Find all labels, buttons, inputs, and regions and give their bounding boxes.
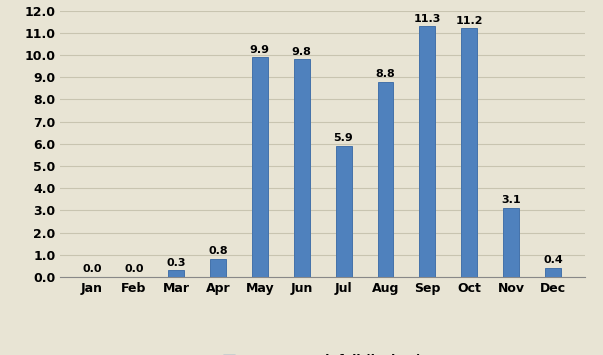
Bar (168, 270, 184, 277)
Text: 11.2: 11.2 (455, 16, 483, 26)
Text: 0.3: 0.3 (166, 258, 186, 268)
Text: 9.8: 9.8 (292, 47, 312, 57)
Bar (504, 208, 519, 277)
Bar (420, 26, 435, 277)
Text: 0.0: 0.0 (83, 264, 102, 274)
Text: 0.4: 0.4 (543, 255, 563, 266)
Bar (336, 146, 352, 277)
Text: 3.1: 3.1 (501, 196, 521, 206)
Text: 5.9: 5.9 (333, 133, 353, 143)
Bar (210, 259, 226, 277)
Bar (294, 59, 309, 277)
Bar (252, 57, 268, 277)
Text: 0.8: 0.8 (208, 246, 228, 256)
Text: 8.8: 8.8 (376, 69, 396, 79)
Bar (461, 28, 477, 277)
Bar (545, 268, 561, 277)
Text: 0.0: 0.0 (124, 264, 144, 274)
Text: 9.9: 9.9 (250, 45, 270, 55)
Text: 11.3: 11.3 (414, 13, 441, 23)
Legend: Average Rainfall (inches): Average Rainfall (inches) (218, 349, 428, 355)
Bar (377, 82, 393, 277)
